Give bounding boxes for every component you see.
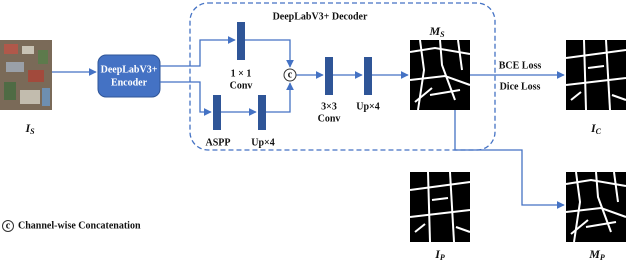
target-label: IC (590, 121, 602, 136)
block-label: Conv (318, 113, 341, 124)
label-main: M (588, 247, 600, 261)
block-label: Up×4 (251, 137, 274, 148)
prior-mask-label: MP (588, 247, 605, 262)
connections (52, 36, 565, 209)
loss-label: BCE Loss (499, 60, 542, 71)
block-label: 3×3 (321, 101, 337, 112)
up-block (258, 95, 266, 130)
loss-label: Dice Loss (500, 81, 541, 92)
label-main: M (428, 24, 440, 38)
legend-symbol-label: c (6, 220, 11, 231)
label-sub: C (596, 127, 602, 136)
up-block (364, 57, 372, 95)
prior-label: IP (434, 247, 445, 262)
encoder-label: DeepLabV3+ (101, 64, 158, 75)
label-sub: P (600, 253, 605, 262)
conv3x3-block (325, 57, 333, 95)
input-image (0, 40, 52, 110)
label-sub: S (30, 127, 35, 136)
prediction-image (409, 39, 471, 111)
legend-text: Channel-wise Concatenation (18, 220, 141, 231)
label-main: I (24, 121, 31, 135)
encoder-box (97, 54, 161, 98)
concat-node (283, 68, 297, 82)
prediction-label: MS (428, 24, 445, 39)
conv1x1-block (237, 22, 245, 60)
prior-mask-image (565, 171, 627, 243)
encoder-label: Encoder (111, 77, 148, 88)
decoder-box (189, 2, 496, 151)
label-sub: S (440, 30, 445, 39)
block-label: Up×4 (356, 101, 379, 112)
block-label: ASPP (206, 137, 231, 148)
block-label: Conv (230, 80, 253, 91)
label-main: I (590, 121, 597, 135)
target-image (565, 39, 627, 111)
input-label: IS (24, 121, 35, 136)
aspp-block (213, 95, 221, 130)
decoder-title: DeepLabV3+ Decoder (273, 11, 368, 22)
legend-symbol (2, 220, 14, 232)
label-sub: P (440, 253, 445, 262)
block-label: 1 × 1 (231, 68, 252, 79)
label-main: I (434, 247, 441, 261)
prior-image (409, 171, 471, 243)
concat-label: c (288, 69, 293, 80)
